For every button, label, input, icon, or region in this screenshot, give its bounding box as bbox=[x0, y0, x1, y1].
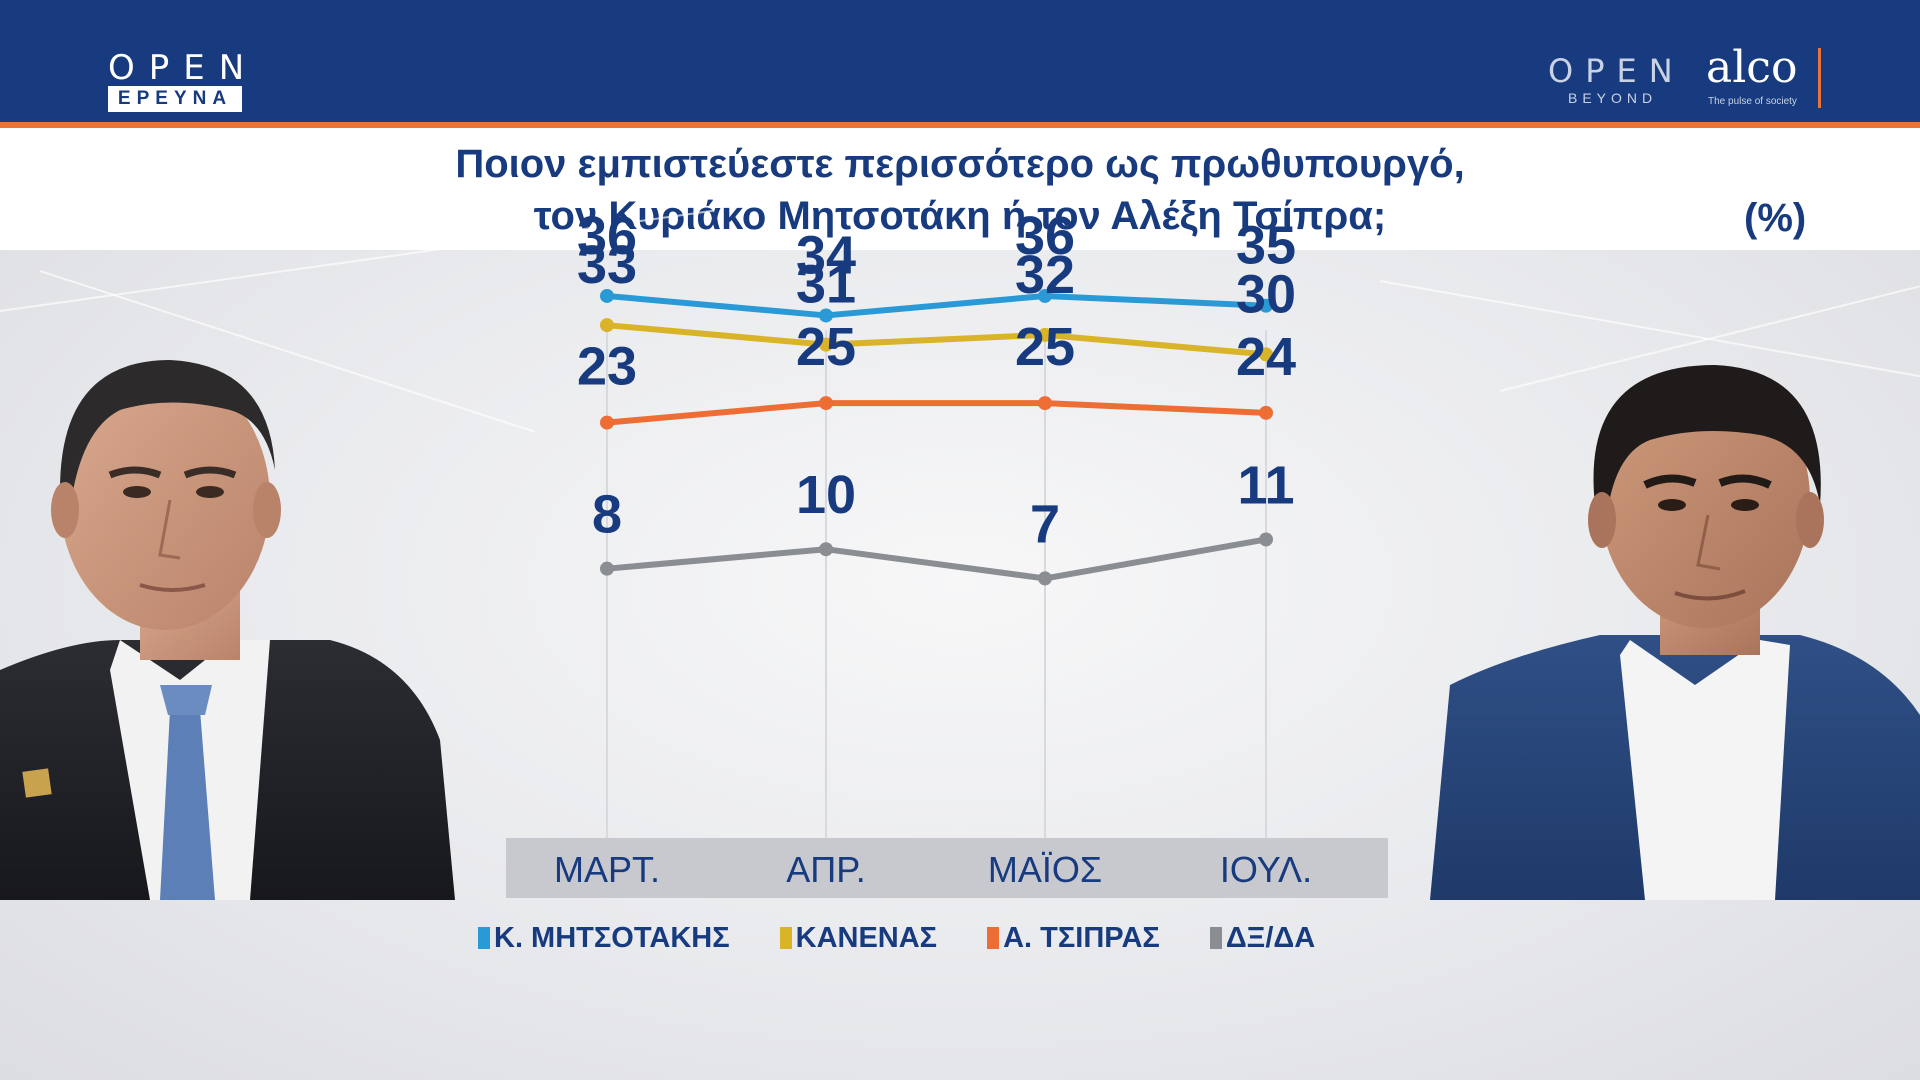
legend-swatch bbox=[1210, 927, 1222, 949]
data-point-2-0 bbox=[600, 416, 614, 430]
legend-label: Κ. ΜΗΤΣΟΤΑΚΗΣ bbox=[494, 922, 730, 955]
data-label-3-1: 10 bbox=[796, 465, 856, 525]
legend-item-1: ΚΑΝΕΝΑΣ bbox=[780, 922, 937, 955]
data-label-1-1: 31 bbox=[796, 255, 856, 315]
legend-item-0: Κ. ΜΗΤΣΟΤΑΚΗΣ bbox=[478, 922, 730, 955]
series-line-3 bbox=[607, 539, 1266, 578]
series-line-1 bbox=[607, 325, 1266, 354]
legend-swatch bbox=[478, 927, 490, 949]
data-point-2-1 bbox=[819, 396, 833, 410]
category-label-0: ΜΑΡΤ. bbox=[554, 849, 660, 890]
data-label-2-3: 24 bbox=[1236, 327, 1296, 387]
data-label-1-2: 32 bbox=[1015, 245, 1075, 305]
data-label-1-0: 33 bbox=[577, 235, 637, 295]
data-label-1-3: 30 bbox=[1236, 264, 1296, 324]
legend: Κ. ΜΗΤΣΟΤΑΚΗΣ ΚΑΝΕΝΑΣ Α. ΤΣΙΠΡΑΣ ΔΞ/ΔΑ bbox=[478, 918, 1365, 958]
data-point-1-0 bbox=[600, 318, 614, 332]
legend-item-2: Α. ΤΣΙΠΡΑΣ bbox=[987, 922, 1160, 955]
data-point-3-2 bbox=[1038, 571, 1052, 585]
data-label-3-3: 11 bbox=[1237, 455, 1294, 515]
data-point-2-2 bbox=[1038, 396, 1052, 410]
data-point-3-0 bbox=[600, 562, 614, 576]
legend-swatch bbox=[987, 927, 999, 949]
legend-swatch bbox=[780, 927, 792, 949]
data-point-3-3 bbox=[1259, 532, 1273, 546]
series-line-2 bbox=[607, 403, 1266, 422]
data-label-2-1: 25 bbox=[796, 317, 856, 377]
category-label-layer: ΜΑΡΤ. ΑΠΡ. ΜΑΪΟΣ ΙΟΥΛ. bbox=[554, 849, 1312, 890]
data-label-3-2: 7 bbox=[1030, 494, 1060, 554]
data-label-3-0: 8 bbox=[592, 485, 622, 545]
category-label-2: ΜΑΪΟΣ bbox=[988, 849, 1102, 890]
series-line-0 bbox=[607, 296, 1266, 315]
legend-label: Α. ΤΣΙΠΡΑΣ bbox=[1003, 922, 1160, 955]
data-point-3-1 bbox=[819, 542, 833, 556]
legend-label: ΔΞ/ΔΑ bbox=[1226, 922, 1315, 955]
data-label-2-0: 23 bbox=[577, 337, 637, 397]
legend-item-3: ΔΞ/ΔΑ bbox=[1210, 922, 1315, 955]
legend-label: ΚΑΝΕΝΑΣ bbox=[796, 922, 937, 955]
data-label-2-2: 25 bbox=[1015, 317, 1075, 377]
category-label-3: ΙΟΥΛ. bbox=[1220, 849, 1312, 890]
series-layer bbox=[600, 289, 1273, 585]
data-point-2-3 bbox=[1259, 406, 1273, 420]
category-label-1: ΑΠΡ. bbox=[786, 849, 865, 890]
